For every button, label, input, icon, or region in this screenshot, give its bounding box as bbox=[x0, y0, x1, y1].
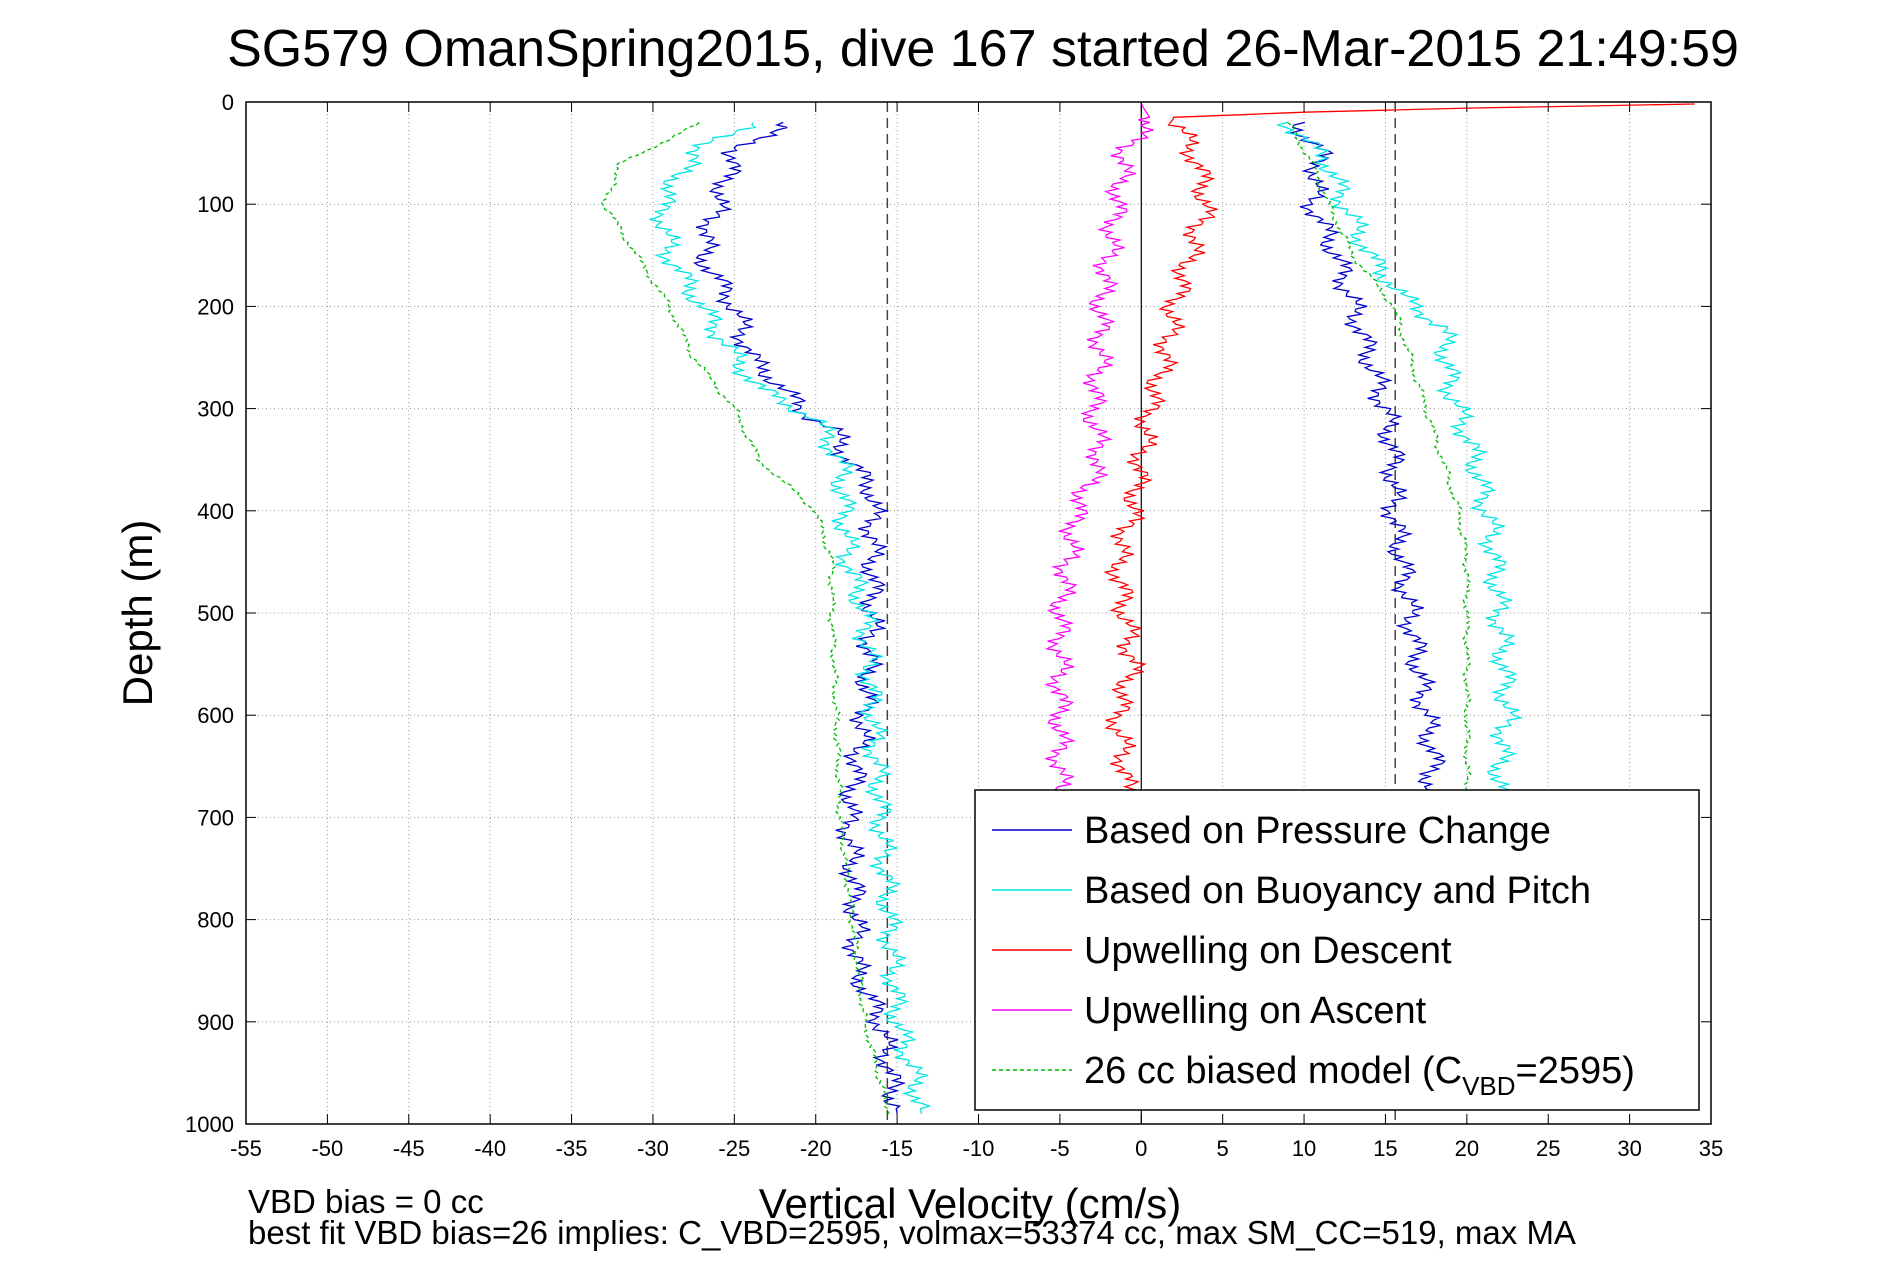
y-tick-label: 0 bbox=[222, 90, 234, 115]
y-axis-label: Depth (m) bbox=[114, 520, 161, 707]
y-tick-label: 300 bbox=[197, 397, 234, 422]
y-tick-label: 900 bbox=[197, 1010, 234, 1035]
legend-label-text: 26 cc biased model (C bbox=[1084, 1050, 1462, 1092]
series-line-segment bbox=[600, 121, 890, 1114]
x-axis-label: Vertical Velocity (cm/s) bbox=[759, 1180, 1181, 1227]
legend: Based on Pressure Change Based on Buoyanc… bbox=[974, 789, 1700, 1111]
x-axis-ticks: -55 -50 -45 -40 -35 -30 -25 -20 -15 -10 -5 0 5 10 15 20… bbox=[230, 102, 1723, 1161]
x-tick-label: -35 bbox=[556, 1136, 588, 1161]
series-line-segment bbox=[649, 122, 932, 1114]
series-based-on-buoyancy-and-pitch bbox=[649, 121, 1524, 1114]
series-line-segment bbox=[1103, 103, 1695, 798]
vbd-bias-note: VBD bias = 0 cc bbox=[248, 1183, 484, 1220]
series-upwelling-on-descent bbox=[1103, 103, 1695, 798]
x-tick-label: 0 bbox=[1135, 1136, 1147, 1161]
y-tick-label: 1000 bbox=[185, 1112, 234, 1137]
x-tick-label: -10 bbox=[963, 1136, 995, 1161]
x-tick-label: -40 bbox=[474, 1136, 506, 1161]
legend-label-text: Based on Buoyancy and Pitch bbox=[1084, 870, 1591, 912]
y-axis-ticks: 0 100 200 300 400 500 600 700 800 900 1000 bbox=[185, 90, 1711, 1137]
legend-label: Upwelling on Ascent bbox=[1084, 990, 1427, 1032]
x-tick-label: -45 bbox=[393, 1136, 425, 1161]
x-tick-label: -5 bbox=[1050, 1136, 1070, 1161]
y-tick-label: 100 bbox=[197, 192, 234, 217]
x-tick-label: -25 bbox=[718, 1136, 750, 1161]
x-tick-label: -30 bbox=[637, 1136, 669, 1161]
series-line-segment bbox=[1276, 121, 1524, 798]
series-line-segment bbox=[1044, 103, 1154, 798]
x-tick-label: -15 bbox=[881, 1136, 913, 1161]
series-line-segment bbox=[1289, 121, 1447, 798]
series-line-segment bbox=[1287, 121, 1472, 798]
series-layer bbox=[600, 103, 1695, 1114]
legend-label-text: Upwelling on Descent bbox=[1084, 930, 1452, 972]
legend-label: Based on Buoyancy and Pitch bbox=[1084, 870, 1591, 912]
legend-label: Upwelling on Descent bbox=[1084, 930, 1452, 972]
best-fit-note: best fit VBD bias=26 implies: C_VBD=2595… bbox=[248, 1214, 1576, 1251]
x-tick-label: 35 bbox=[1699, 1136, 1723, 1161]
y-tick-label: 600 bbox=[197, 703, 234, 728]
x-tick-label: 5 bbox=[1217, 1136, 1229, 1161]
series-26-cc-biased-model-c bbox=[600, 121, 1472, 1114]
series-upwelling-on-ascent bbox=[1044, 103, 1154, 798]
y-tick-label: 800 bbox=[197, 908, 234, 933]
legend-label-text: Upwelling on Ascent bbox=[1084, 990, 1427, 1032]
x-tick-label: 10 bbox=[1292, 1136, 1316, 1161]
y-tick-label: 200 bbox=[197, 294, 234, 319]
legend-label-subscript: VBD bbox=[1462, 1071, 1515, 1101]
x-tick-label: -55 bbox=[230, 1136, 262, 1161]
legend-label-text: Based on Pressure Change bbox=[1084, 810, 1551, 852]
x-tick-label: 15 bbox=[1373, 1136, 1397, 1161]
x-tick-label: 20 bbox=[1455, 1136, 1479, 1161]
legend-label: Based on Pressure Change bbox=[1084, 810, 1551, 852]
chart-title: SG579 OmanSpring2015, dive 167 started 2… bbox=[227, 20, 1739, 78]
x-tick-label: -50 bbox=[311, 1136, 343, 1161]
legend-label-suffix: =2595) bbox=[1516, 1050, 1635, 1092]
x-tick-label: -20 bbox=[800, 1136, 832, 1161]
y-tick-label: 500 bbox=[197, 601, 234, 626]
y-tick-label: 700 bbox=[197, 805, 234, 830]
legend-box bbox=[974, 789, 1700, 1111]
y-tick-label: 400 bbox=[197, 499, 234, 524]
legend-label: 26 cc biased model (CVBD=2595) bbox=[1084, 1050, 1635, 1101]
x-tick-label: 25 bbox=[1536, 1136, 1560, 1161]
x-tick-label: 30 bbox=[1617, 1136, 1641, 1161]
